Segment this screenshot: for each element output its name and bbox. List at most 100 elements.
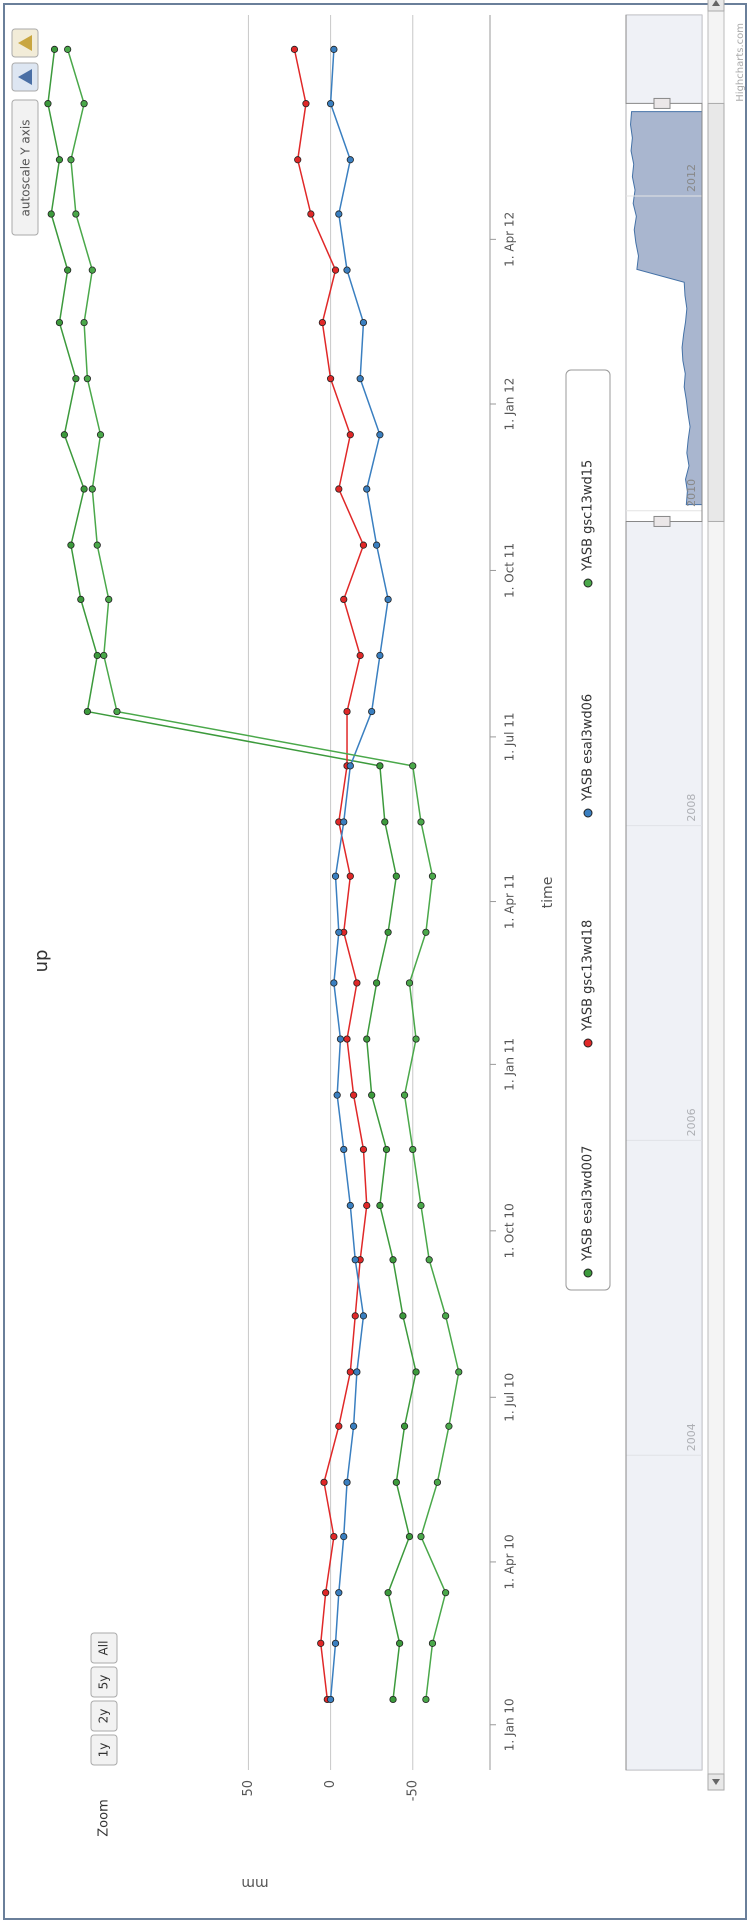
button-box[interactable] — [90, 1632, 118, 1664]
point — [80, 100, 88, 108]
point — [340, 595, 348, 603]
zoom-button[interactable]: All — [90, 1632, 118, 1664]
x-tick-label: 1. Jan 10 — [503, 1698, 517, 1751]
button-box[interactable] — [90, 1700, 118, 1732]
legend-item[interactable]: YASB esal3wd06 — [581, 694, 596, 818]
legend-box — [565, 369, 611, 1291]
point — [433, 1478, 442, 1486]
navigator-tick-label: 2004 — [685, 1423, 698, 1451]
zoom-button[interactable]: 5y — [90, 1666, 118, 1698]
navigator-handle[interactable] — [653, 515, 671, 527]
point — [376, 651, 384, 660]
x-tick-label: 1. Jul 11 — [503, 712, 517, 761]
point — [425, 1256, 433, 1264]
x-axis-title: time — [540, 877, 556, 909]
legend-label: YASB esal3wd007 — [581, 1146, 596, 1262]
button-box[interactable] — [11, 99, 39, 236]
legend-marker — [583, 578, 593, 588]
button-box[interactable] — [90, 1734, 118, 1766]
point — [326, 375, 335, 383]
point — [93, 541, 101, 549]
point — [417, 1533, 425, 1541]
point — [335, 210, 343, 218]
export-icon — [18, 35, 32, 51]
point — [351, 1312, 359, 1320]
legend-label: YASB gsc13wd15 — [581, 460, 596, 572]
point — [330, 979, 338, 987]
point — [353, 979, 361, 987]
button-box[interactable] — [90, 1666, 118, 1698]
point — [294, 156, 302, 164]
zoom-label: Zoom — [97, 1799, 112, 1836]
point — [409, 1145, 417, 1154]
legend-label: YASB esal3wd06 — [581, 694, 596, 802]
point — [326, 1695, 335, 1704]
navigator-handle[interactable] — [653, 97, 671, 109]
navigator-tick-label: 2012 — [685, 164, 698, 192]
point — [331, 266, 340, 274]
point — [384, 1589, 392, 1597]
point — [359, 1312, 368, 1320]
y-tick-label: 50 — [241, 1780, 256, 1797]
scrollbar-arrow — [712, 1779, 720, 1785]
point — [417, 818, 425, 826]
point — [113, 707, 121, 716]
zoom-button[interactable]: 1y — [90, 1734, 118, 1766]
point — [317, 1639, 325, 1647]
point — [72, 210, 80, 218]
point — [55, 318, 64, 327]
point — [335, 485, 343, 493]
point — [336, 1035, 345, 1043]
point — [340, 818, 348, 826]
point — [302, 100, 310, 108]
x-tick-label: 1. Jan 11 — [503, 1038, 517, 1091]
x-tick-label: 1. Jan 12 — [503, 378, 517, 431]
point — [373, 979, 381, 987]
navigator-tick-label: 2010 — [685, 479, 698, 507]
button-label[interactable]: 5y — [97, 1675, 111, 1690]
point — [83, 375, 91, 383]
point — [67, 156, 75, 164]
credits[interactable]: Highcharts.com — [735, 23, 746, 102]
point — [64, 266, 72, 274]
point — [392, 872, 400, 880]
point — [400, 1422, 409, 1430]
point — [412, 1368, 420, 1376]
point — [47, 210, 55, 218]
y-tick-label: -50 — [405, 1780, 420, 1801]
point — [105, 595, 113, 603]
point — [335, 1422, 343, 1430]
point — [64, 45, 72, 53]
point — [72, 375, 80, 383]
point — [376, 1201, 384, 1210]
point — [335, 928, 343, 936]
point — [356, 651, 364, 660]
point — [422, 1695, 430, 1704]
zoom-button[interactable]: 2y — [90, 1700, 118, 1732]
autoscale-button[interactable]: autoscale Y axis — [11, 99, 39, 236]
point — [368, 707, 376, 716]
legend-item[interactable]: YASB gsc13wd18 — [581, 920, 596, 1048]
button-label[interactable]: 1y — [97, 1743, 111, 1758]
button-label[interactable]: All — [97, 1641, 111, 1656]
button-label[interactable]: autoscale Y axis — [19, 120, 33, 217]
point — [331, 1639, 340, 1647]
point — [88, 266, 96, 274]
point — [83, 707, 91, 716]
legend-marker — [583, 1268, 593, 1278]
legend-item[interactable]: YASB esal3wd007 — [581, 1146, 596, 1278]
point — [363, 485, 371, 493]
point — [445, 1422, 453, 1430]
x-tick-label: 1. Apr 11 — [503, 874, 517, 929]
point — [320, 1478, 328, 1486]
legend-item[interactable]: YASB gsc13wd15 — [581, 460, 596, 588]
point — [350, 1091, 358, 1099]
point — [307, 210, 315, 218]
navigator-tick-label: 2008 — [685, 794, 698, 822]
button-label[interactable]: 2y — [97, 1709, 111, 1724]
navigator-mask — [626, 521, 702, 1770]
point — [93, 651, 101, 660]
point — [290, 45, 299, 53]
scrollbar-thumb[interactable] — [707, 102, 725, 522]
point — [389, 1695, 397, 1704]
